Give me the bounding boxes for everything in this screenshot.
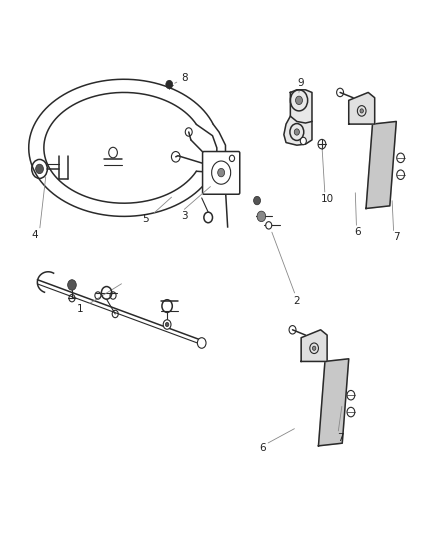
Polygon shape: [284, 116, 312, 145]
FancyBboxPatch shape: [202, 151, 240, 194]
Polygon shape: [366, 122, 396, 208]
Circle shape: [294, 129, 300, 135]
Circle shape: [163, 320, 171, 329]
Circle shape: [198, 338, 206, 348]
Polygon shape: [318, 359, 349, 446]
Circle shape: [257, 211, 266, 222]
Polygon shape: [301, 330, 327, 361]
Circle shape: [296, 96, 303, 104]
Circle shape: [204, 212, 212, 223]
Circle shape: [266, 222, 272, 229]
Text: 5: 5: [142, 214, 149, 224]
Circle shape: [166, 80, 173, 89]
Text: 1: 1: [77, 304, 84, 314]
Text: 4: 4: [32, 230, 39, 240]
Circle shape: [312, 346, 316, 350]
Text: 8: 8: [181, 72, 188, 83]
Circle shape: [254, 196, 261, 205]
Text: 9: 9: [298, 78, 304, 88]
Polygon shape: [290, 90, 312, 123]
Text: 7: 7: [393, 232, 399, 243]
Circle shape: [360, 109, 364, 113]
Circle shape: [218, 168, 225, 177]
Text: 7: 7: [337, 433, 343, 443]
Circle shape: [67, 280, 76, 290]
Polygon shape: [349, 92, 374, 124]
Text: 6: 6: [259, 443, 265, 454]
Circle shape: [35, 164, 43, 174]
Text: 10: 10: [321, 194, 334, 204]
Text: 2: 2: [293, 296, 300, 306]
Text: 3: 3: [181, 212, 188, 221]
Circle shape: [300, 138, 306, 144]
Circle shape: [166, 322, 169, 327]
Text: 6: 6: [354, 227, 361, 237]
